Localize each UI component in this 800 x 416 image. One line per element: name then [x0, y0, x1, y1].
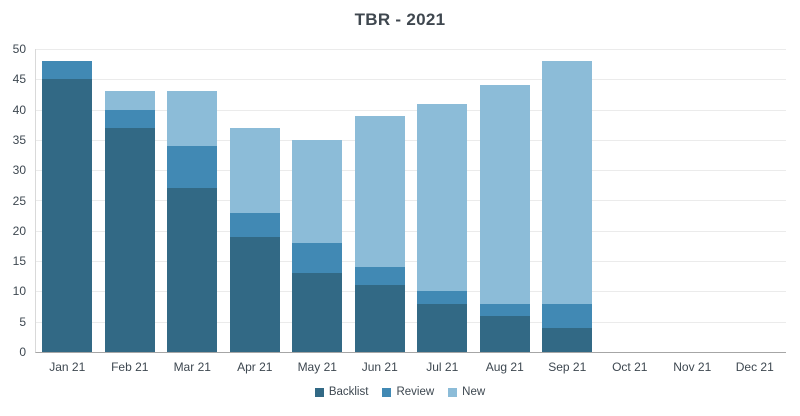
x-tick-jun-21: Jun 21 [361, 360, 398, 374]
y-tick-0: 0 [19, 345, 26, 359]
bar-may-21 [292, 140, 343, 352]
bar-slot-jan-21 [36, 49, 99, 352]
x-tick-feb-21: Feb 21 [111, 360, 149, 374]
bar-segment-new-mar-21[interactable] [167, 91, 218, 146]
y-tick-15: 15 [12, 254, 26, 268]
bar-slot-jun-21 [349, 49, 412, 352]
x-tick-oct-21: Oct 21 [612, 360, 648, 374]
gridline-10 [36, 291, 786, 292]
bar-segment-review-jun-21[interactable] [354, 267, 405, 285]
bar-slot-feb-21 [99, 49, 162, 352]
y-tick-10: 10 [12, 284, 26, 298]
bar-slot-may-21 [286, 49, 349, 352]
y-tick-30: 30 [12, 163, 26, 177]
bar-segment-new-sep-21[interactable] [542, 61, 593, 304]
gridline-15 [36, 261, 786, 262]
bars-layer [36, 49, 786, 352]
bar-segment-new-apr-21[interactable] [229, 128, 280, 213]
x-tick-may-21: May 21 [297, 360, 337, 374]
legend-swatch-review [382, 387, 392, 397]
bar-slot-aug-21 [474, 49, 537, 352]
gridline-35 [36, 140, 786, 141]
y-tick-40: 40 [12, 103, 26, 117]
x-axis-labels: Jan 21 Feb 21 Mar 21 Apr 21 May 21 Jun 21 Jul … [36, 360, 786, 376]
x-tick-apr-21: Apr 21 [237, 360, 273, 374]
x-tick-jul-21: Jul 21 [426, 360, 459, 374]
y-tick-35: 35 [12, 133, 26, 147]
bar-segment-review-aug-21[interactable] [479, 304, 530, 316]
legend-label-new: New [462, 386, 486, 398]
bar-aug-21 [479, 85, 530, 352]
y-tick-45: 45 [12, 72, 26, 86]
bar-jul-21 [417, 104, 468, 352]
bar-segment-new-may-21[interactable] [292, 140, 343, 243]
legend-item-backlist[interactable]: Backlist [314, 386, 369, 398]
bar-jun-21 [354, 116, 405, 352]
bar-slot-sep-21 [536, 49, 599, 352]
bar-segment-review-jul-21[interactable] [417, 291, 468, 304]
bar-segment-new-jul-21[interactable] [417, 104, 468, 291]
x-tick-mar-21: Mar 21 [173, 360, 211, 374]
y-tick-50: 50 [12, 42, 26, 56]
gridline-30 [36, 170, 786, 171]
bar-segment-new-feb-21[interactable] [104, 91, 155, 110]
bar-segment-review-feb-21[interactable] [104, 110, 155, 128]
bar-segment-backlist-jul-21[interactable] [417, 304, 468, 352]
gridline-25 [36, 200, 786, 201]
bar-slot-oct-21 [599, 49, 662, 352]
y-tick-25: 25 [12, 194, 26, 208]
bar-segment-new-aug-21[interactable] [479, 85, 530, 304]
bar-segment-backlist-apr-21[interactable] [229, 237, 280, 352]
x-tick-sep-21: Sep 21 [548, 360, 587, 374]
bar-segment-backlist-mar-21[interactable] [167, 188, 218, 352]
bar-mar-21 [167, 91, 218, 352]
bar-slot-apr-21 [224, 49, 287, 352]
gridline-40 [36, 110, 786, 111]
legend-label-backlist: Backlist [328, 386, 369, 398]
bar-segment-backlist-aug-21[interactable] [479, 316, 530, 352]
bar-slot-jul-21 [411, 49, 474, 352]
legend-label-review: Review [396, 386, 435, 398]
bar-segment-new-jun-21[interactable] [354, 116, 405, 267]
bar-segment-review-jan-21[interactable] [42, 61, 93, 79]
bar-apr-21 [229, 128, 280, 352]
bar-slot-mar-21 [161, 49, 224, 352]
legend: Backlist Review New [0, 386, 800, 398]
bar-segment-backlist-sep-21[interactable] [542, 328, 593, 352]
gridline-5 [36, 322, 786, 323]
x-tick-dec-21: Dec 21 [735, 360, 774, 374]
chart-title: TBR - 2021 [354, 10, 446, 29]
bar-sep-21 [542, 61, 593, 352]
gridline-20 [36, 231, 786, 232]
x-tick-aug-21: Aug 21 [485, 360, 524, 374]
bar-segment-review-mar-21[interactable] [167, 146, 218, 188]
y-tick-5: 5 [19, 315, 26, 329]
bar-slot-dec-21 [724, 49, 787, 352]
bar-segment-review-may-21[interactable] [292, 243, 343, 273]
y-tick-20: 20 [12, 224, 26, 238]
bar-segment-review-sep-21[interactable] [542, 304, 593, 328]
gridline-50 [36, 49, 786, 50]
bar-slot-nov-21 [661, 49, 724, 352]
bar-feb-21 [104, 91, 155, 352]
plot-area [35, 49, 786, 353]
gridline-45 [36, 79, 786, 80]
legend-item-new[interactable]: New [448, 386, 485, 398]
x-tick-jan-21: Jan 21 [49, 360, 86, 374]
bar-segment-backlist-jan-21[interactable] [42, 79, 93, 352]
bar-segment-backlist-jun-21[interactable] [354, 285, 405, 352]
bar-jan-21 [42, 61, 93, 352]
x-tick-nov-21: Nov 21 [673, 360, 712, 374]
bar-segment-backlist-may-21[interactable] [292, 273, 343, 352]
legend-item-review[interactable]: Review [382, 386, 434, 398]
bar-segment-backlist-feb-21[interactable] [104, 128, 155, 352]
legend-swatch-backlist [314, 387, 324, 397]
bar-segment-review-apr-21[interactable] [229, 213, 280, 237]
legend-swatch-new [448, 387, 458, 397]
